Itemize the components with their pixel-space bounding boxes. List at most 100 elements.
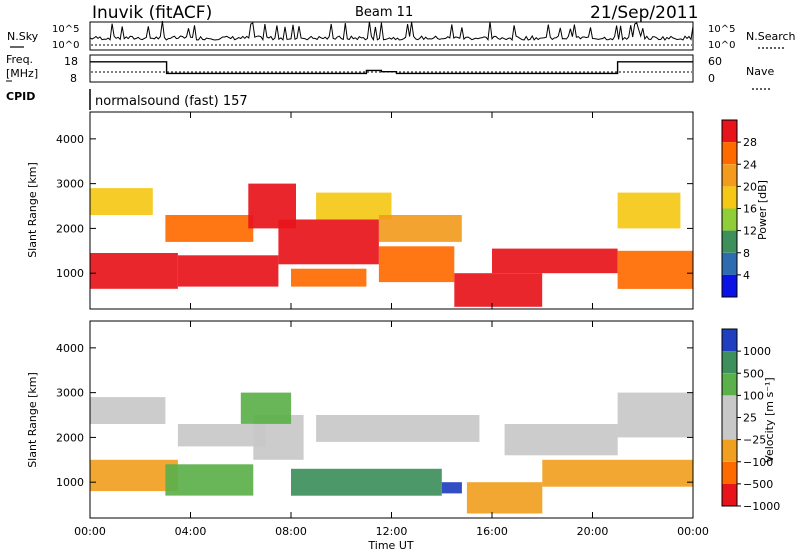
data-band-7 [316,415,480,442]
noise-left-tick-bottom: 10^0 [52,40,79,51]
frequency-tick-top: 18 [64,55,78,68]
y-tick-label-2: 3000 [56,178,84,191]
frequency-panel: Freq. [MHz] 18 8 60 0 Nave [6,53,774,90]
velocity-y-label: Slant Range [km] [26,372,39,468]
data-band-12 [617,250,693,289]
colorbar-tick-label-4: −25 [743,434,766,447]
colorbar-swatch-7 [722,274,737,297]
noise-panel-frame [89,21,694,51]
data-band-8 [441,482,462,494]
data-band-11 [542,459,694,487]
colorbar-swatch-6 [722,461,737,484]
data-band-1 [90,188,153,215]
noise-right-tick-bottom: 10^0 [708,40,735,51]
x-tick-label-5: 20:00 [577,525,609,538]
y-tick-label-3: 4000 [56,133,84,146]
data-band-5 [240,392,292,424]
station-title: Inuvik (fitACF) [92,3,212,23]
data-band-9 [378,215,462,242]
power-colorbar-label: Power [dB] [756,180,769,240]
colorbar-swatch-1 [722,142,737,165]
y-tick-label-2: 3000 [56,387,84,400]
colorbar-swatch-7 [722,483,737,506]
x-tick-label-6: 00:00 [677,525,709,538]
colorbar-tick-label-5: −100 [743,456,773,469]
cpid-label: CPID [6,90,35,103]
colorbar-swatch-6 [722,252,737,275]
time-axis-label: Time UT [367,539,413,552]
data-band-12 [617,392,693,438]
colorbar-swatch-2 [722,164,737,187]
noise-left-tick-top: 10^5 [52,24,79,35]
x-tick-label-0: 00:00 [74,525,106,538]
colorbar-tick-label-7: −1000 [743,500,780,513]
data-band-3 [165,215,254,242]
noise-panel: N.Sky 10^5 10^0 10^5 10^0 N.Search [7,20,796,51]
date-title: 21/Sep/2011 [590,3,698,23]
colorbar-tick-label-6: 4 [743,269,750,282]
data-band-2 [177,255,279,287]
power-bands [90,183,693,307]
data-band-11 [492,248,618,274]
velocity-colorbar-label: Velocity [m s⁻¹] [763,377,776,462]
power-y-ticks: 1000 2000 3000 4000 [56,133,693,280]
data-band-0 [90,459,178,492]
data-band-6 [291,468,442,496]
colorbar-swatch-3 [722,395,737,418]
frequency-panel-frame [89,54,694,83]
x-tick-label-2: 08:00 [275,525,307,538]
velocity-y-ticks: 1000 2000 3000 4000 [56,342,693,489]
data-band-13 [617,192,681,229]
data-band-2 [165,464,254,496]
colorbar-swatch-4 [722,208,737,231]
data-band-10 [454,273,543,307]
power-y-label: Slant Range [km] [26,162,39,258]
x-tick-label-3: 12:00 [376,525,408,538]
colorbar-swatch-2 [722,373,737,396]
frequency-label-line2: [MHz] [6,67,38,80]
colorbar-tick-label-1: 24 [743,158,757,171]
y-tick-label-1: 2000 [56,431,84,444]
noise-left-label: N.Sky [7,30,39,43]
power-panel: 1000 2000 3000 4000 Slant Range [km] 28 24 20… [26,111,769,310]
nave-label: Nave [746,65,774,78]
colorbar-tick-label-1: 500 [743,367,764,380]
colorbar-tick-label-2: 100 [743,389,764,402]
data-band-5 [278,219,379,265]
y-tick-label-3: 4000 [56,342,84,355]
colorbar-swatch-0 [722,329,737,352]
data-band-0 [90,253,178,289]
data-band-10 [504,424,618,456]
x-tick-label-1: 04:00 [175,525,207,538]
colorbar-swatch-5 [722,230,737,253]
noise-sky-line [89,20,694,42]
nave-tick-bottom: 0 [708,72,715,85]
colorbar-swatch-3 [722,186,737,209]
colorbar-tick-label-6: −500 [743,478,773,491]
power-colorbar: 28 24 20 16 12 8 4 [721,119,757,298]
time-x-axis: 00:00 04:00 08:00 12:00 16:00 20:00 00:00 [74,112,709,538]
frequency-trace [90,61,693,75]
cpid-program: normalsound (fast) 157 [95,94,248,109]
y-tick-label-0: 1000 [56,476,84,489]
colorbar-swatch-0 [722,120,737,143]
data-band-6 [291,268,367,287]
data-band-8 [378,246,455,283]
colorbar-tick-label-3: 16 [743,203,757,216]
beam-title: Beam 11 [355,5,413,20]
colorbar-swatch-4 [722,417,737,440]
colorbar-tick-label-5: 8 [743,247,750,260]
velocity-colorbar: 1000 500 100 25 −25 −100 −500 −1000 [721,328,780,513]
colorbar-tick-label-4: 12 [743,225,757,238]
velocity-bands [90,392,694,514]
colorbar-swatch-5 [722,439,737,462]
frequency-label-line1: Freq. [6,53,33,66]
data-band-9 [466,482,543,514]
noise-right-label: N.Search [746,30,796,43]
colorbar-tick-label-3: 25 [743,412,757,425]
y-tick-label-0: 1000 [56,267,84,280]
frequency-tick-bottom: 8 [70,72,77,85]
noise-trace [89,20,694,46]
colorbar-tick-label-0: 28 [743,136,757,149]
